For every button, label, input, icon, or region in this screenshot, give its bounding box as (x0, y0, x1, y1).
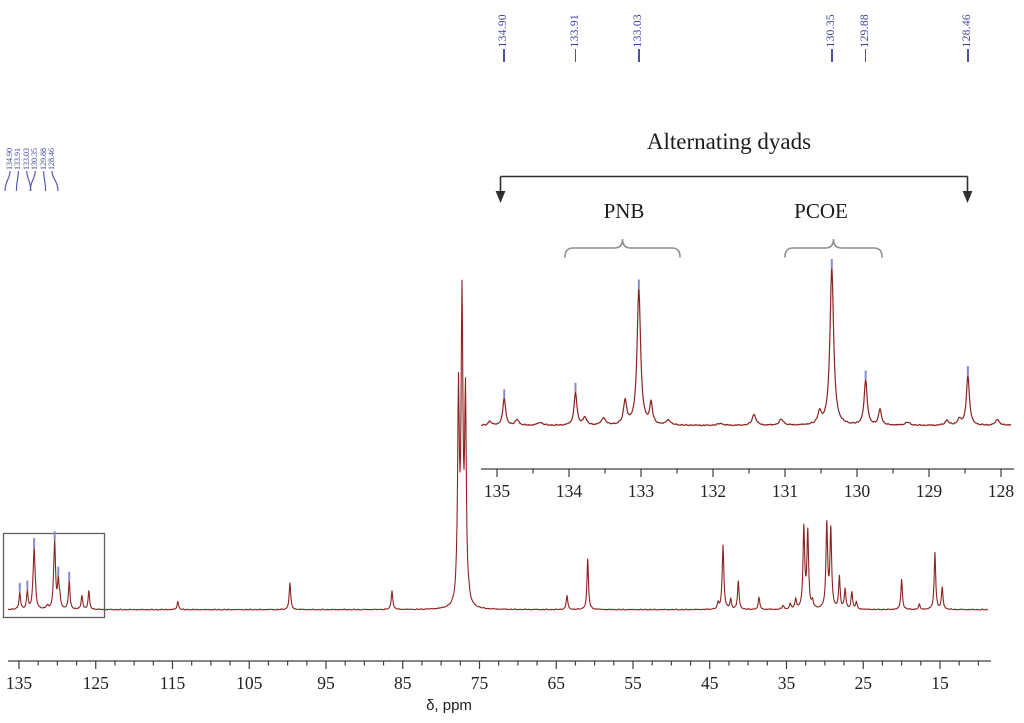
peak-label-connector-icon (51, 170, 59, 192)
pcoe-label: PCOE (794, 199, 848, 223)
inset-axis: 135 134 133 132 131 130 129 128 (481, 468, 1015, 501)
axis-tick-label: 132 (700, 481, 726, 501)
peak-shift-value: 130.35 (30, 148, 40, 170)
axis-tick-label: 65 (548, 673, 566, 693)
axis-tick-label: 15 (931, 673, 949, 693)
axis-tick-label: 45 (701, 673, 719, 693)
inset-spectrum-trace (480, 267, 1012, 427)
main-axis: 135 125 115 105 95 85 75 65 55 45 35 25 15 (6, 660, 991, 693)
axis-tick-label: 129 (916, 481, 943, 501)
inset-peak-label: 134.90 (497, 0, 511, 47)
peak-label-connector-icon (43, 170, 47, 192)
spectrum-line (480, 267, 1012, 427)
axis-tick-label: 95 (317, 673, 335, 693)
axis-tick-label: 35 (778, 673, 796, 693)
peak-label-connector-icon (29, 170, 36, 192)
inset-peak-label: 129.88 (859, 0, 873, 47)
axis-tick-label: 105 (236, 673, 263, 693)
alternating-dyads-label: Alternating dyads (646, 129, 812, 154)
axis-tick-label: 85 (394, 673, 412, 693)
peak-label-connector-icon (4, 170, 11, 192)
peak-shift-value: 128.46 (47, 148, 56, 170)
peak-label-tick-icon (503, 49, 505, 62)
peak-label-tick-icon (864, 49, 867, 62)
alternating-dyads-span-arrow (495, 175, 973, 203)
peak-shift-value: 133.91 (568, 13, 581, 47)
right-down-arrowhead-icon (962, 191, 973, 203)
inset-peak-label: 130.35 (825, 0, 839, 47)
peak-label-tick-icon (638, 49, 640, 62)
axis-tick-label: 55 (624, 673, 642, 693)
pnb-brace-icon (564, 238, 681, 258)
peak-shift-value: 130.35 (825, 13, 838, 47)
axis-tick-label: 131 (772, 481, 798, 501)
axis-tick-label: 135 (6, 673, 33, 693)
pcoe-brace-icon (784, 238, 883, 258)
spectrum-line (7, 279, 989, 611)
axis-tick-label: 115 (160, 673, 186, 693)
axis-tick-label: 135 (484, 481, 511, 501)
axis-tick-label: 75 (471, 673, 489, 693)
peak-label-tick-icon (967, 49, 969, 62)
inset-peak-label: 133.91 (568, 0, 582, 47)
peak-label-connector-icon (15, 170, 19, 192)
inset-peak-label: 128.46 (961, 0, 975, 47)
axis-tick-label: 128 (988, 481, 1015, 501)
peak-shift-value: 133.03 (632, 13, 645, 47)
peak-pick-ticks (18, 258, 969, 592)
x-axis-title: δ, ppm (426, 697, 472, 714)
left-down-arrowhead-icon (495, 191, 506, 203)
left-peak-list-connectors (4, 170, 59, 192)
pnb-label: PNB (603, 199, 645, 223)
peak-shift-value: 134.90 (497, 13, 510, 47)
axis-tick-label: 130 (844, 481, 871, 501)
peak-label-tick-icon (574, 49, 577, 62)
axis-tick-label: 133 (628, 481, 655, 501)
axis-tick-label: 125 (83, 673, 110, 693)
inset-peak-label: 133.03 (632, 0, 646, 47)
axis-tick-label: 25 (855, 673, 873, 693)
peak-label-tick-icon (831, 49, 833, 62)
main-spectrum-trace (7, 279, 989, 611)
peak-list-label: 128.46 (47, 112, 57, 170)
peak-shift-value: 128.46 (961, 13, 974, 47)
axis-tick-label: 134 (556, 481, 583, 501)
peak-shift-value: 129.88 (858, 13, 871, 47)
